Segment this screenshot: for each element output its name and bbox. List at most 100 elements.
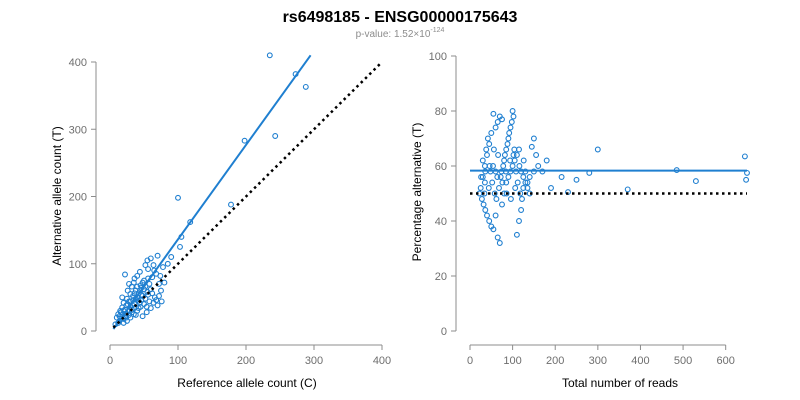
left-data-point: [145, 266, 152, 273]
right-data-point: [481, 163, 488, 169]
right-data-point: [520, 157, 527, 164]
right-x-tick-label: 300: [589, 355, 607, 367]
right-data-point: [594, 146, 601, 153]
left-x-axis-label: Reference allele count (C): [177, 376, 316, 390]
right-data-point: [489, 179, 496, 186]
right-data-point: [477, 185, 484, 191]
left-data-point: [131, 290, 138, 297]
right-data-point: [504, 141, 511, 147]
right-x-tick-label: 100: [503, 355, 521, 367]
right-data-point: [482, 207, 489, 213]
right-x-tick-label: 600: [717, 355, 735, 367]
right-data-point: [501, 157, 508, 164]
right-data-point: [508, 119, 515, 125]
chart-subtitle: p-value: 1.52×10-124: [356, 27, 445, 40]
right-data-point: [490, 146, 497, 153]
left-data-point: [132, 311, 139, 318]
right-data-point: [516, 146, 522, 153]
percentage-panel: Total number of reads Percentage alterna…: [410, 51, 750, 390]
right-data-point: [486, 141, 493, 147]
right-x-tick-label: 200: [546, 355, 564, 367]
left-data-point: [142, 262, 149, 269]
right-data-point: [484, 212, 490, 219]
right-data-point: [519, 196, 525, 202]
right-data-point: [514, 179, 521, 186]
left-data-point: [135, 305, 142, 312]
right-data-point: [507, 196, 514, 202]
left-data-point: [228, 201, 234, 208]
left-data-point: [120, 319, 127, 326]
right-data-point: [520, 185, 527, 191]
right-data-point: [478, 174, 485, 180]
right-data-point: [495, 152, 502, 158]
chart-title: rs6498185 - ENSG00000175643: [283, 9, 518, 26]
right-x-tick-label: 0: [467, 355, 473, 367]
right-data-point: [526, 174, 533, 180]
right-data-point: [509, 163, 516, 169]
right-x-tick-label: 500: [674, 355, 692, 367]
right-data-point: [496, 185, 502, 191]
left-y-axis-label: Alternative allele count (T): [50, 126, 64, 265]
right-data-point: [499, 201, 505, 208]
left-y-tick-label: 300: [69, 124, 87, 136]
left-data-point: [266, 52, 273, 59]
left-data-point: [131, 275, 138, 282]
left-data-point: [119, 294, 126, 301]
left-data-point: [139, 313, 146, 320]
right-data-point: [510, 113, 517, 120]
right-data-point: [490, 163, 496, 169]
right-data-point: [524, 179, 531, 186]
right-data-point: [520, 174, 527, 180]
left-data-point: [150, 299, 157, 306]
right-data-point: [505, 135, 512, 142]
left-data-point: [157, 272, 164, 279]
left-data-point: [158, 287, 164, 294]
left-data-point: [272, 133, 279, 139]
right-data-point: [509, 108, 516, 114]
left-data-point: [138, 297, 145, 304]
left-data-point: [154, 302, 161, 309]
right-data-point: [543, 157, 550, 164]
right-data-point: [518, 207, 525, 213]
left-data-point: [136, 268, 143, 275]
left-data-point: [160, 264, 166, 271]
right-data-point: [548, 185, 554, 191]
right-data-point: [528, 143, 535, 150]
right-data-point: [506, 130, 513, 136]
right-data-point: [522, 179, 529, 186]
p-value-label: p-value: 1.52: [356, 29, 414, 40]
left-data-point: [115, 319, 122, 326]
right-data-point: [513, 231, 520, 238]
left-x-tick-label: 400: [373, 355, 391, 367]
left-data-point: [143, 303, 150, 310]
allele-count-panel: Reference allele count (C) Alternative a…: [50, 52, 391, 390]
right-data-point: [503, 179, 510, 186]
right-data-point: [488, 130, 495, 136]
left-data-point: [134, 283, 141, 290]
right-data-point: [491, 190, 498, 197]
right-y-axis-label: Percentage alternative (T): [410, 123, 424, 262]
left-data-point: [175, 194, 181, 201]
right-data-point: [484, 135, 491, 142]
left-data-point: [187, 219, 194, 226]
left-y-tick-label: 200: [69, 192, 87, 204]
right-data-point: [507, 157, 514, 164]
left-x-tick-label: 300: [305, 355, 323, 367]
right-y-tick-label: 40: [435, 216, 447, 228]
right-data-point: [500, 163, 507, 169]
left-data-point: [164, 260, 171, 267]
right-data-point: [481, 179, 488, 186]
p-value-exponent: -124: [430, 27, 444, 34]
right-data-point: [503, 146, 510, 153]
right-data-point: [524, 185, 531, 191]
right-data-point: [530, 135, 537, 142]
left-reference-line: [112, 61, 383, 329]
right-data-point: [497, 174, 504, 180]
right-data-point: [741, 153, 748, 160]
right-data-point: [494, 119, 501, 125]
right-data-point: [517, 190, 524, 197]
right-data-point: [513, 152, 520, 158]
right-data-point: [558, 174, 565, 180]
right-y-tick-label: 20: [435, 271, 447, 283]
left-y-tick-label: 0: [81, 326, 87, 338]
